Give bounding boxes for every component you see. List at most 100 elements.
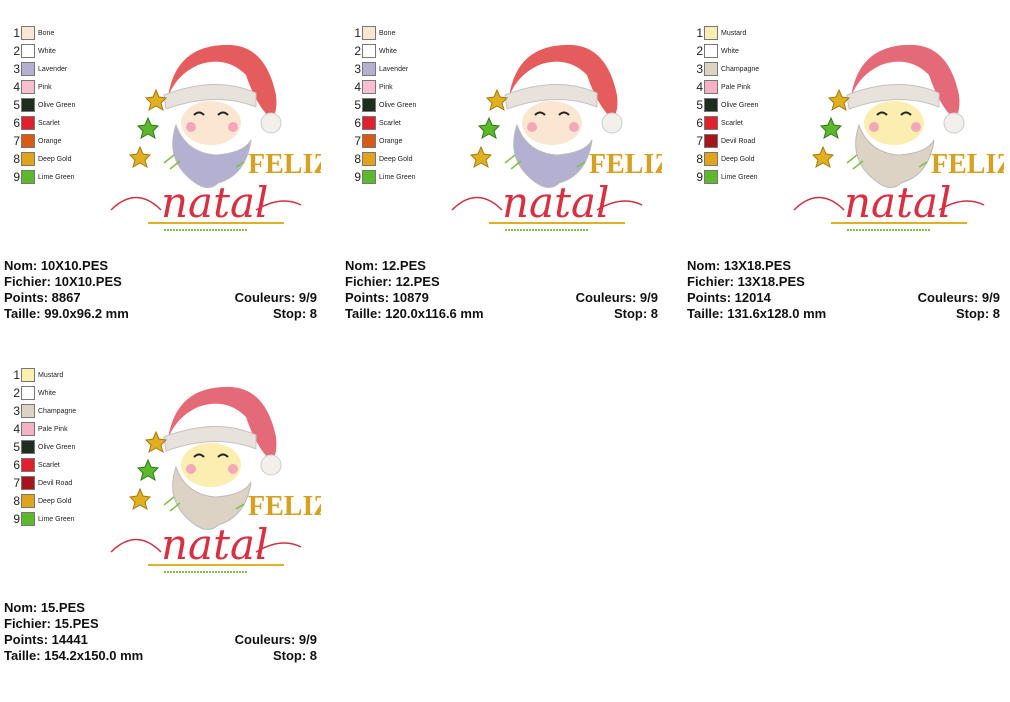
info-fichier: Fichier: 10X10.PES	[4, 274, 122, 289]
color-row: 1 Mustard	[693, 26, 746, 40]
color-number: 4	[13, 422, 20, 436]
color-number: 9	[13, 170, 20, 184]
color-row: 8 Deep Gold	[693, 152, 754, 166]
color-row: 2 White	[693, 44, 739, 58]
color-row: 1 Bone	[351, 26, 395, 40]
art-text: natal	[161, 520, 268, 569]
info-taille: Taille: 154.2x150.0 mm	[4, 648, 144, 663]
color-number: 9	[13, 512, 20, 526]
info-stop: Stop: 8	[272, 648, 317, 663]
color-number: 4	[696, 80, 703, 94]
color-swatch	[362, 80, 376, 94]
color-number: 1	[354, 26, 361, 40]
color-row: 2 White	[10, 386, 56, 400]
color-swatch	[21, 134, 35, 148]
art-text: natal	[502, 178, 609, 227]
color-row: 7 Devil Road	[693, 134, 755, 148]
color-number: 5	[13, 440, 20, 454]
color-row: 8 Deep Gold	[10, 152, 71, 166]
color-name: Olive Green	[38, 101, 76, 109]
color-swatch	[704, 26, 718, 40]
color-name: Pink	[379, 83, 393, 91]
color-name: Lavender	[38, 65, 68, 73]
design-artwork: FELIZnatal	[106, 377, 321, 587]
art-text: FELIZ	[248, 149, 321, 180]
color-swatch	[704, 152, 718, 166]
color-row: 6 Scarlet	[10, 116, 60, 130]
color-row: 7 Orange	[351, 134, 402, 148]
color-swatch	[21, 368, 35, 382]
color-row: 5 Olive Green	[693, 98, 758, 112]
color-row: 8 Deep Gold	[10, 494, 71, 508]
color-number: 6	[13, 116, 20, 130]
color-row: 4 Pale Pink	[693, 80, 751, 94]
color-row: 4 Pale Pink	[10, 422, 68, 436]
color-name: Bone	[379, 29, 396, 37]
art-text: FELIZ	[931, 149, 1004, 180]
design-artwork: FELIZnatal	[789, 35, 1004, 245]
info-fichier: Fichier: 12.PES	[345, 274, 440, 289]
info-points: Points: 10879	[345, 290, 429, 305]
color-name: Scarlet	[38, 119, 60, 127]
art-text: natal	[161, 178, 268, 227]
color-name: Deep Gold	[379, 155, 413, 163]
color-name: Champagne	[721, 65, 760, 73]
color-swatch	[21, 116, 35, 130]
color-number: 7	[13, 134, 20, 148]
color-name: Lime Green	[38, 515, 75, 523]
color-name: Devil Road	[721, 137, 756, 145]
info-points: Points: 8867	[4, 290, 81, 305]
color-swatch	[704, 134, 718, 148]
info-taille: Taille: 99.0x96.2 mm	[4, 306, 129, 321]
color-number: 4	[13, 80, 20, 94]
color-name: Pink	[38, 83, 52, 91]
color-row: 6 Scarlet	[351, 116, 401, 130]
color-name: Mustard	[721, 29, 747, 37]
info-taille: Taille: 120.0x116.6 mm	[345, 306, 484, 321]
color-name: Lime Green	[721, 173, 758, 181]
color-row: 3 Lavender	[351, 62, 408, 76]
color-swatch	[362, 152, 376, 166]
info-points: Points: 12014	[687, 290, 771, 305]
color-name: White	[379, 47, 397, 55]
color-number: 6	[354, 116, 361, 130]
color-name: White	[38, 47, 56, 55]
info-stop: Stop: 8	[955, 306, 1000, 321]
color-number: 1	[696, 26, 703, 40]
color-number: 9	[354, 170, 361, 184]
color-row: 4 Pink	[10, 80, 52, 94]
color-name: Mustard	[38, 371, 64, 379]
design-card: 1 Bone 2 White 3 Lavender 4 Pink 5 Olive Green 6 Sc…	[4, 25, 328, 325]
color-row: 1 Bone	[10, 26, 54, 40]
color-number: 8	[13, 494, 20, 508]
color-number: 1	[13, 26, 20, 40]
art-text: FELIZ	[589, 149, 662, 180]
info-couleurs: Couleurs: 9/9	[234, 290, 317, 305]
color-name: Pale Pink	[721, 83, 751, 91]
color-swatch	[704, 44, 718, 58]
color-name: Deep Gold	[38, 155, 72, 163]
info-fichier: Fichier: 15.PES	[4, 616, 99, 631]
color-name: White	[721, 47, 739, 55]
color-swatch	[21, 458, 35, 472]
color-swatch	[21, 62, 35, 76]
color-swatch	[362, 62, 376, 76]
color-swatch	[704, 116, 718, 130]
info-couleurs: Couleurs: 9/9	[917, 290, 1000, 305]
color-name: Lime Green	[38, 173, 75, 181]
color-row: 3 Lavender	[10, 62, 67, 76]
color-name: Orange	[38, 137, 62, 145]
color-number: 1	[13, 368, 20, 382]
color-row: 6 Scarlet	[693, 116, 743, 130]
info-points: Points: 14441	[4, 632, 88, 647]
color-swatch	[21, 422, 35, 436]
info-couleurs: Couleurs: 9/9	[234, 632, 317, 647]
color-row: 1 Mustard	[10, 368, 63, 382]
color-row: 5 Olive Green	[10, 98, 75, 112]
info-nom: Nom: 13X18.PES	[687, 258, 792, 273]
color-number: 2	[354, 44, 361, 58]
color-number: 7	[13, 476, 20, 490]
color-row: 9 Lime Green	[693, 170, 758, 184]
color-row: 3 Champagne	[693, 62, 759, 76]
